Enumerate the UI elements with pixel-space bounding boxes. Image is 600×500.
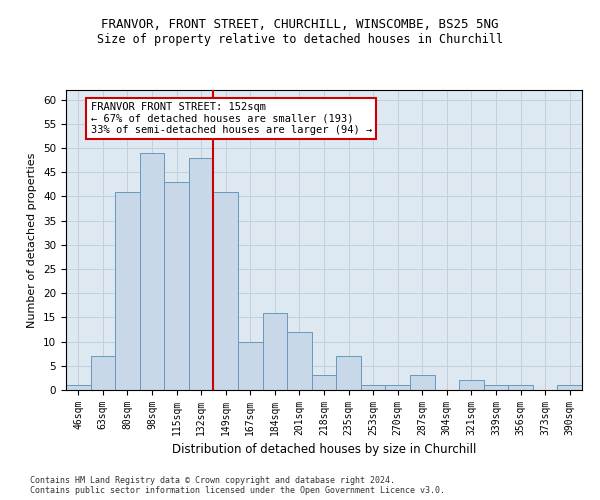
Bar — [557, 385, 582, 390]
Bar — [385, 385, 410, 390]
Bar — [91, 356, 115, 390]
Bar — [361, 385, 385, 390]
Bar — [263, 312, 287, 390]
Bar — [336, 356, 361, 390]
Bar — [214, 192, 238, 390]
Text: Size of property relative to detached houses in Churchill: Size of property relative to detached ho… — [97, 32, 503, 46]
Bar — [459, 380, 484, 390]
Bar — [66, 385, 91, 390]
Y-axis label: Number of detached properties: Number of detached properties — [28, 152, 37, 328]
Bar — [410, 376, 434, 390]
Bar — [115, 192, 140, 390]
Bar — [287, 332, 312, 390]
Text: FRANVOR FRONT STREET: 152sqm
← 67% of detached houses are smaller (193)
33% of s: FRANVOR FRONT STREET: 152sqm ← 67% of de… — [91, 102, 372, 136]
Bar — [508, 385, 533, 390]
Text: Contains HM Land Registry data © Crown copyright and database right 2024.
Contai: Contains HM Land Registry data © Crown c… — [30, 476, 445, 495]
Bar — [164, 182, 189, 390]
Bar — [189, 158, 214, 390]
Text: FRANVOR, FRONT STREET, CHURCHILL, WINSCOMBE, BS25 5NG: FRANVOR, FRONT STREET, CHURCHILL, WINSCO… — [101, 18, 499, 30]
Bar — [484, 385, 508, 390]
Bar — [312, 376, 336, 390]
Bar — [238, 342, 263, 390]
X-axis label: Distribution of detached houses by size in Churchill: Distribution of detached houses by size … — [172, 444, 476, 456]
Bar — [140, 153, 164, 390]
